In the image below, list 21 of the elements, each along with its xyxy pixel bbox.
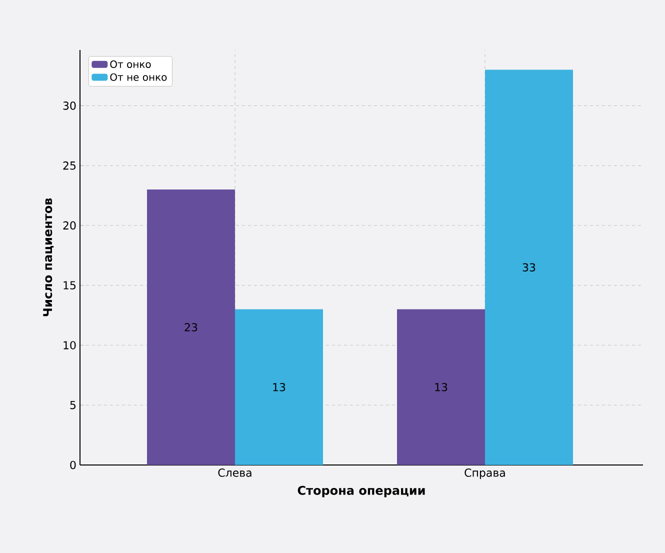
- y-tick-label: 15: [64, 281, 76, 290]
- y-axis-title: Число пациентов: [43, 198, 54, 316]
- y-tick-label: 10: [64, 341, 76, 350]
- data-label: 13: [435, 382, 448, 392]
- y-tick-label: 5: [70, 401, 76, 410]
- y-tick-label: 20: [63, 221, 76, 230]
- legend-label: От онко: [110, 60, 151, 68]
- bar: [485, 70, 573, 465]
- y-tick-label: 30: [63, 102, 76, 110]
- data-label: 33: [522, 263, 536, 272]
- y-tick-label: 0: [70, 460, 76, 470]
- bar: [235, 309, 323, 465]
- bar: [147, 190, 236, 465]
- x-tick-label: Слева: [218, 468, 252, 477]
- data-label: 23: [184, 323, 198, 332]
- bar: [397, 309, 485, 465]
- x-axis-title: Сторона операции: [298, 486, 425, 498]
- legend-label: От не онко: [110, 73, 167, 81]
- y-tick-label: 25: [63, 161, 76, 170]
- data-label: 13: [273, 382, 286, 392]
- x-tick-label: Справа: [464, 468, 505, 479]
